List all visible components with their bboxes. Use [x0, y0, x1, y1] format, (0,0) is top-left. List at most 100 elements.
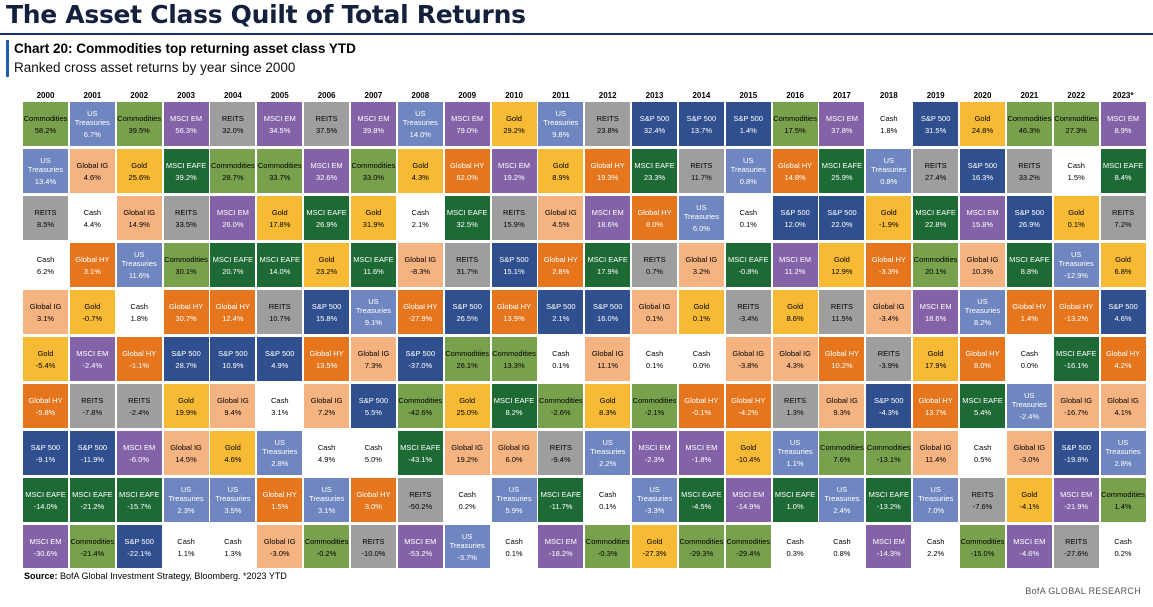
return-value: 25.0% — [456, 407, 478, 417]
return-value: -2.4% — [129, 407, 149, 417]
cell-global-hy: Global HY -5.8% — [23, 384, 68, 428]
cell-us-treasuries: US Treasuries 8.2% — [960, 290, 1005, 334]
return-value: 12.0% — [784, 219, 806, 229]
return-value: -53.2% — [408, 548, 433, 558]
return-value: -0.3% — [597, 548, 618, 558]
return-value: -0.7% — [82, 313, 103, 323]
cell-cash: Cash 1.5% — [1053, 149, 1099, 193]
cell-gold: Gold 23.2% — [304, 243, 350, 287]
cell-gold: Gold 29.2% — [491, 102, 537, 146]
asset-name: S&P 500 — [639, 113, 670, 123]
asset-name: Global IG — [872, 301, 905, 311]
return-value: 7.0% — [927, 506, 945, 515]
return-value: 0.7% — [645, 266, 664, 276]
return-value: 13.7% — [690, 125, 713, 135]
asset-name: Global HY — [1059, 301, 1094, 311]
return-value: 0.1% — [1067, 219, 1085, 229]
return-value: 11.6% — [363, 266, 384, 276]
cell-global-ig: Global IG 14.5% — [163, 431, 209, 475]
return-value: -50.2% — [408, 501, 433, 511]
return-value: 13.9% — [503, 313, 525, 323]
return-value: 56.3% — [175, 125, 197, 135]
cell-sandp-500: S&P 500 4.9% — [257, 337, 303, 381]
cell-commodities: Commodities 1.4% — [1100, 478, 1146, 522]
cell-gold: Gold -5.4% — [23, 337, 68, 381]
asset-name: Global HY — [496, 301, 532, 311]
return-value: 26.9% — [315, 219, 338, 229]
cell-cash: Cash 0.2% — [1100, 525, 1146, 568]
asset-name: MSCI EM — [29, 536, 62, 546]
return-value: 3.1% — [271, 407, 289, 417]
return-value: -14.0% — [33, 501, 58, 511]
cell-cash: Cash 2.2% — [913, 525, 959, 568]
asset-name: Cash — [1067, 160, 1085, 170]
asset-name: Gold — [1068, 207, 1085, 217]
asset-name: MSCI EM — [123, 442, 156, 452]
cell-global-ig: Global IG 4.5% — [538, 196, 584, 240]
cell-commodities: Commodities 27.3% — [1053, 102, 1099, 146]
asset-name: US Treasuries — [1058, 250, 1094, 268]
asset-name: REITS — [175, 207, 198, 217]
return-value: -21.4% — [80, 548, 105, 558]
asset-name: REITS — [971, 489, 994, 499]
return-value: -13.2% — [1064, 313, 1089, 323]
return-value: 1.4% — [739, 125, 757, 135]
cell-gold: Gold 8.9% — [538, 149, 584, 193]
return-value: 11.5% — [831, 313, 853, 323]
asset-name: Cash — [505, 536, 523, 546]
return-value: -4.6% — [1019, 548, 1040, 558]
asset-name: REITS — [596, 113, 619, 123]
asset-name: Global IG — [591, 348, 624, 358]
cell-msci-em: MSCI EM 39.8% — [350, 102, 396, 146]
cell-msci-em: MSCI EM -2.4% — [69, 337, 115, 381]
asset-name: Global HY — [543, 254, 578, 264]
return-value: 26.0% — [222, 219, 244, 229]
asset-name: MSCI EM — [591, 207, 624, 217]
asset-name: Cash — [130, 301, 148, 311]
year-label: 2013 — [645, 91, 664, 100]
asset-name: MSCI EM — [170, 113, 203, 123]
cell-global-ig: Global IG 0.1% — [632, 290, 678, 334]
asset-name: US Treasuries — [871, 156, 907, 174]
year-label: 2012 — [598, 91, 617, 100]
return-value: 4.9% — [318, 454, 336, 464]
cell-sandp-500: S&P 500 10.9% — [210, 337, 256, 381]
asset-name: S&P 500 — [733, 113, 763, 123]
return-value: 19.2% — [456, 454, 478, 464]
asset-name: MSCI EM — [638, 442, 671, 452]
cell-msci-em: MSCI EM -4.6% — [1006, 525, 1052, 568]
cell-sandp-500: S&P 500 28.7% — [163, 337, 209, 381]
return-value: -11.7% — [549, 501, 573, 511]
cell-commodities: Commodities 7.6% — [819, 431, 865, 475]
cell-commodities: Commodities 20.1% — [913, 243, 959, 287]
cell-reits: REITS -27.6% — [1053, 525, 1099, 568]
return-value: -27.9% — [408, 313, 433, 323]
cell-gold: Gold 6.8% — [1100, 243, 1146, 287]
return-value: 0.2% — [458, 501, 476, 511]
return-value: 8.9% — [1114, 125, 1132, 135]
return-value: 0.0% — [1020, 360, 1038, 370]
asset-name: Global HY — [590, 160, 625, 170]
return-value: 4.9% — [271, 360, 289, 370]
return-value: 33.2% — [1018, 172, 1040, 182]
return-value: 1.1% — [786, 459, 804, 468]
return-value: -2.3% — [644, 454, 665, 464]
cell-msci-em: MSCI EM -21.9% — [1053, 478, 1099, 522]
return-value: -1.9% — [879, 219, 899, 229]
return-value: 11.4% — [925, 454, 946, 464]
cell-global-hy: Global HY -0.1% — [678, 384, 724, 428]
cell-global-ig: Global IG -3.4% — [866, 290, 912, 334]
return-value: 6.8% — [1114, 266, 1132, 276]
year-label: 2014 — [692, 91, 711, 100]
asset-name: Commodities — [117, 113, 162, 123]
return-value: 8.0% — [645, 219, 664, 229]
return-value: 20.1% — [925, 266, 947, 276]
year-label: 2016 — [786, 91, 804, 100]
return-value: 8.6% — [786, 313, 804, 323]
asset-name: REITS — [1112, 207, 1135, 217]
cell-reits: REITS 15.9% — [491, 196, 537, 240]
return-value: 62.0% — [456, 172, 478, 182]
cell-sandp-500: S&P 500 -11.9% — [69, 431, 115, 475]
cell-msci-eafe: MSCI EAFE -14.0% — [23, 478, 68, 522]
cell-us-treasuries: US Treasuries 11.6% — [116, 243, 162, 287]
